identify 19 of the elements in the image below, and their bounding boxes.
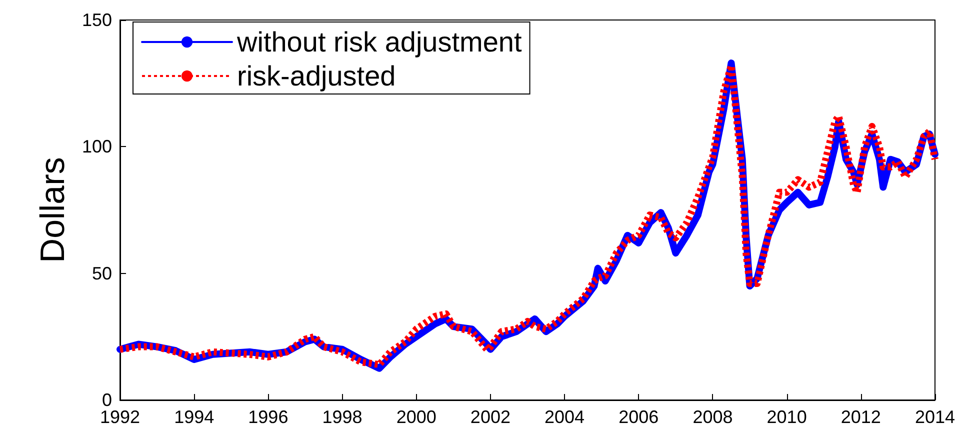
x-tick-label: 2008 — [692, 407, 733, 427]
y-tick-label: 50 — [92, 263, 112, 284]
legend-label: without risk adjustment — [236, 26, 522, 58]
x-tick-label: 2004 — [544, 407, 585, 427]
y-tick-label: 0 — [102, 390, 112, 410]
x-tick-label: 2010 — [766, 407, 807, 427]
x-tick-label: 2014 — [914, 407, 955, 427]
legend-label: risk-adjusted — [237, 60, 396, 92]
x-tick-label: 1996 — [248, 407, 288, 427]
x-tick-label: 1994 — [174, 407, 214, 427]
x-tick-label: 1998 — [322, 407, 362, 427]
x-tick-label: 1992 — [100, 407, 140, 427]
x-tick-label: 2002 — [470, 407, 510, 427]
y-axis-title: Dollars — [34, 157, 72, 263]
y-tick-label: 100 — [82, 136, 112, 157]
x-tick-label: 2012 — [840, 407, 881, 427]
x-tick-label: 2000 — [396, 407, 436, 427]
y-tick-label: 150 — [82, 10, 112, 30]
x-tick-label: 2006 — [618, 407, 659, 427]
